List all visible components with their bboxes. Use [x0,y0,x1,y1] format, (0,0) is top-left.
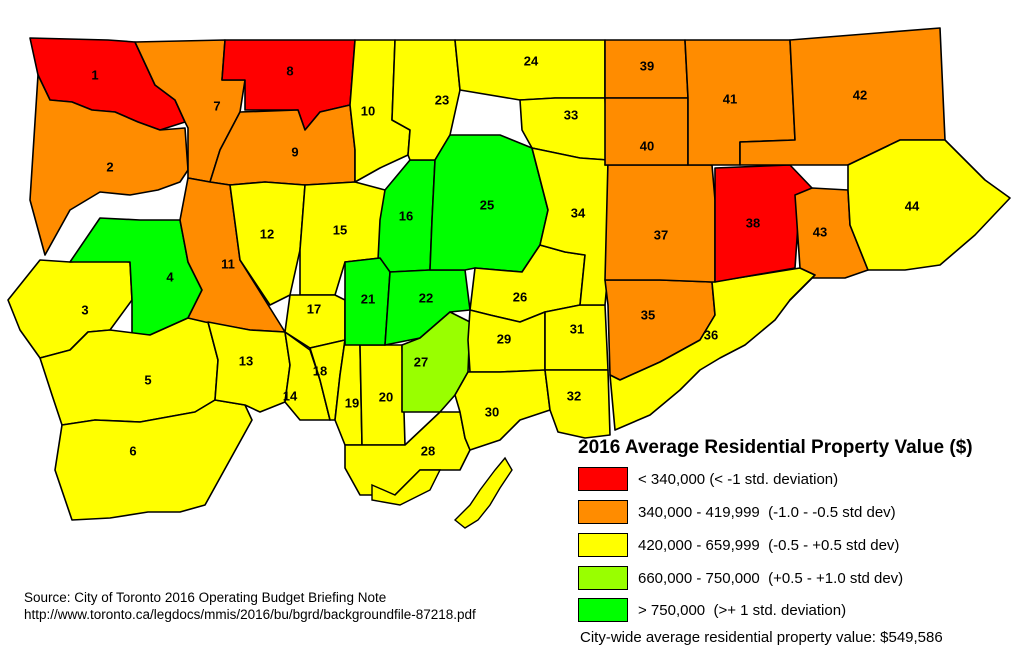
ward-label-24: 24 [524,53,539,68]
ward-label-18: 18 [313,363,327,378]
island-shape [453,456,513,529]
ward-42[interactable] [739,27,946,166]
ward-label-20: 20 [379,389,393,404]
ward-27[interactable] [401,311,471,413]
ward-label-6: 6 [129,443,136,458]
ward-label-13: 13 [239,353,253,368]
legend-item-2: 340,000 - 419,999 (-1.0 - -0.5 std dev) [578,499,896,525]
ward-label-15: 15 [333,222,347,237]
ward-label-43: 43 [813,224,827,239]
ward-label-21: 21 [361,291,375,306]
ward-43[interactable] [789,187,869,301]
ward-label-37: 37 [654,227,668,242]
ward-label-33: 33 [564,107,578,122]
ward-label-32: 32 [567,388,581,403]
ward-3[interactable] [7,259,133,359]
ward-13[interactable] [207,321,291,413]
ward-label-31: 31 [570,321,584,336]
legend-item-5: > 750,000 (>+ 1 std. deviation) [578,597,846,623]
ward-label-14: 14 [283,388,298,403]
ward-label-34: 34 [571,205,586,220]
ward-label-40: 40 [640,138,654,153]
ward-label-42: 42 [853,87,867,102]
legend-item-3: 420,000 - 659,999 (-0.5 - +0.5 std dev) [578,532,899,558]
legend-label: 660,000 - 750,000 (+0.5 - +1.0 std dev) [638,569,904,587]
ward-label-44: 44 [905,198,920,213]
ward-label-3: 3 [81,302,88,317]
ward-label-38: 38 [746,215,760,230]
source-url[interactable]: http://www.toronto.ca/legdocs/mmis/2016/… [24,607,476,622]
ward-label-23: 23 [435,92,449,107]
ward-40[interactable] [604,97,689,166]
ward-label-11: 11 [221,256,235,271]
legend-label: > 750,000 (>+ 1 std. deviation) [638,601,847,619]
ward-label-5: 5 [144,372,151,387]
legend-swatch [578,533,628,557]
island-shape [371,469,442,506]
ward-label-10: 10 [361,103,375,118]
legend-label: 340,000 - 419,999 (-1.0 - -0.5 std dev) [638,503,896,521]
legend-title: 2016 Average Residential Property Value … [578,437,973,458]
legend-swatch [578,598,628,622]
legend-swatch [578,500,628,524]
ward-label-8: 8 [286,63,293,78]
ward-label-19: 19 [345,395,359,410]
ward-label-16: 16 [399,208,413,223]
citywide-average-note: City-wide average residential property v… [580,629,943,646]
ward-6[interactable] [54,399,253,521]
ward-37[interactable] [604,159,716,283]
legend-swatch [578,566,628,590]
ward-label-12: 12 [260,226,274,241]
ward-label-28: 28 [421,443,435,458]
ward-label-39: 39 [640,58,654,73]
ward-32[interactable] [544,369,611,439]
ward-label-27: 27 [414,354,428,369]
legend-label: 420,000 - 659,999 (-0.5 - +0.5 std dev) [638,536,900,554]
ward-label-2: 2 [106,159,113,174]
ward-label-35: 35 [641,307,655,322]
legend-swatch [578,467,628,491]
ward-label-17: 17 [307,301,321,316]
ward-label-26: 26 [513,289,527,304]
ward-44[interactable] [847,139,1011,271]
ward-label-36: 36 [704,327,718,342]
ward-24[interactable] [454,39,606,101]
ward-label-7: 7 [213,98,220,113]
ward-28[interactable] [344,411,471,496]
ward-34[interactable] [531,147,611,306]
wards-layer [7,27,1011,529]
ward-label-41: 41 [723,91,737,106]
ward-label-29: 29 [497,331,511,346]
source-line: Source: City of Toronto 2016 Operating B… [24,590,387,605]
ward-label-4: 4 [166,269,174,284]
ward-label-1: 1 [91,67,98,82]
legend-item-4: 660,000 - 750,000 (+0.5 - +1.0 std dev) [578,565,903,591]
ward-label-25: 25 [480,197,494,212]
ward-label-9: 9 [291,144,298,159]
ward-12[interactable] [229,181,306,306]
ward-label-22: 22 [419,290,433,305]
ward-31[interactable] [544,304,609,371]
ward-30[interactable] [454,369,551,451]
legend-item-1: < 340,000 (< -1 std. deviation) [578,466,838,492]
ward-label-30: 30 [485,404,499,419]
legend-label: < 340,000 (< -1 std. deviation) [638,470,839,488]
